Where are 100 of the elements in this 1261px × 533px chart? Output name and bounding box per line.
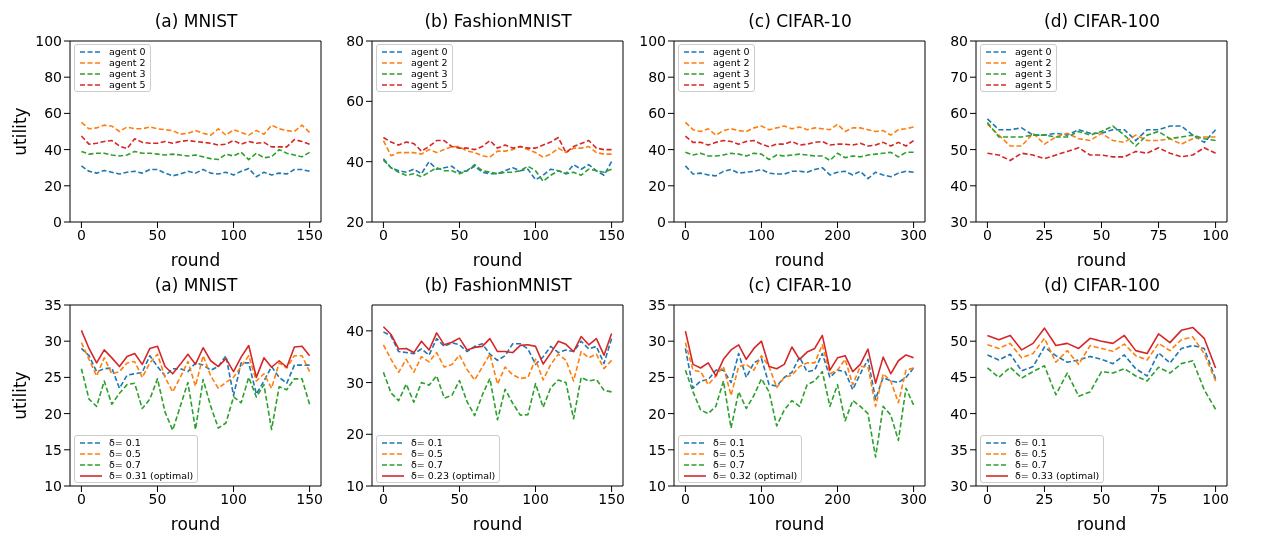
x-tick-label: 0 xyxy=(982,490,992,507)
y-tick-label: 80 xyxy=(346,32,364,49)
line-series xyxy=(80,341,311,393)
x-tick-label: 100 xyxy=(522,226,549,243)
legend-label: δ= 0.1 xyxy=(109,437,141,448)
line-series xyxy=(684,341,915,408)
x-tick-label: 25 xyxy=(1035,226,1054,243)
chart-title: (a) MNIST xyxy=(153,274,239,297)
legend-label: agent 5 xyxy=(411,79,448,90)
x-tick-label: 0 xyxy=(76,226,86,243)
line-series xyxy=(684,347,915,400)
line-series xyxy=(80,165,311,178)
y-tick-label: 70 xyxy=(950,69,968,86)
y-tick-label: 30 xyxy=(950,477,968,494)
y-tick-label: 40 xyxy=(346,153,364,170)
y-tick-label: 15 xyxy=(648,441,666,458)
x-axis-title: round xyxy=(774,250,825,270)
legend-label: agent 2 xyxy=(109,57,146,68)
legend-label: δ= 0.7 xyxy=(109,459,141,470)
x-tick-label: 0 xyxy=(378,226,388,243)
x-tick-label: 150 xyxy=(598,226,625,243)
x-axis-title: round xyxy=(1076,250,1127,270)
x-tick-label: 50 xyxy=(148,226,167,243)
legend-label: agent 0 xyxy=(109,46,146,57)
legend-label: δ= 0.23 (optimal) xyxy=(411,470,496,481)
line-series xyxy=(80,347,311,397)
x-axis-title: round xyxy=(1076,514,1127,533)
line-series xyxy=(382,371,613,421)
legend-label: δ= 0.1 xyxy=(411,437,443,448)
legend-label: agent 0 xyxy=(1015,46,1052,57)
y-tick-label: 60 xyxy=(346,93,364,110)
line-series xyxy=(986,326,1217,369)
line-series xyxy=(382,136,613,154)
line-series xyxy=(684,121,915,136)
line-series xyxy=(382,325,613,365)
legend-label: agent 3 xyxy=(1015,68,1052,79)
legend-label: agent 0 xyxy=(411,46,448,57)
y-tick-label: 20 xyxy=(648,405,666,422)
y-tick-label: 10 xyxy=(648,477,666,494)
x-tick-label: 200 xyxy=(824,490,851,507)
y-tick-label: 40 xyxy=(950,405,968,422)
legend-label: agent 5 xyxy=(109,79,146,90)
y-tick-label: 80 xyxy=(648,69,666,86)
chart-title: (c) CIFAR-10 xyxy=(747,10,853,33)
y-tick-label: 80 xyxy=(950,32,968,49)
y-tick-label: 20 xyxy=(44,177,62,194)
y-tick-label: 10 xyxy=(44,477,62,494)
y-tick-label: 30 xyxy=(346,374,364,391)
legend-label: δ= 0.1 xyxy=(1015,437,1047,448)
line-series xyxy=(684,135,915,148)
y-tick-label: 60 xyxy=(950,105,968,122)
x-tick-label: 50 xyxy=(450,490,469,507)
y-tick-label: 25 xyxy=(44,369,62,386)
legend-label: agent 3 xyxy=(713,68,750,79)
x-tick-label: 0 xyxy=(680,226,690,243)
x-tick-label: 100 xyxy=(220,226,247,243)
legend-label: δ= 0.7 xyxy=(1015,459,1047,470)
legend-label: agent 2 xyxy=(1015,57,1052,68)
line-series xyxy=(986,336,1217,382)
y-tick-label: 10 xyxy=(346,477,364,494)
y-tick-label: 20 xyxy=(44,405,62,422)
x-tick-label: 100 xyxy=(1202,226,1229,243)
x-tick-label: 100 xyxy=(220,490,247,507)
legend-label: δ= 0.5 xyxy=(713,448,745,459)
x-tick-label: 150 xyxy=(598,490,625,507)
chart-title: (d) CIFAR-100 xyxy=(1043,274,1161,297)
x-tick-label: 50 xyxy=(1092,226,1111,243)
y-tick-label: 40 xyxy=(950,177,968,194)
x-tick-label: 150 xyxy=(296,490,323,507)
line-series xyxy=(80,135,311,150)
x-tick-label: 300 xyxy=(900,490,927,507)
y-tick-label: 20 xyxy=(648,177,666,194)
legend-label: agent 5 xyxy=(1015,79,1052,90)
y-tick-label: 35 xyxy=(44,296,62,313)
line-series xyxy=(986,146,1217,162)
legend-label: δ= 0.33 (optimal) xyxy=(1015,470,1100,481)
x-tick-label: 75 xyxy=(1149,226,1168,243)
y-tick-label: 40 xyxy=(346,322,364,339)
y-tick-label: 40 xyxy=(648,141,666,158)
x-tick-label: 50 xyxy=(450,226,469,243)
line-series xyxy=(986,344,1217,380)
legend-label: δ= 0.7 xyxy=(411,459,443,470)
y-tick-label: 100 xyxy=(639,32,666,49)
y-tick-label: 30 xyxy=(950,213,968,230)
legend-label: δ= 0.31 (optimal) xyxy=(109,470,194,481)
x-tick-label: 0 xyxy=(680,490,690,507)
x-axis-title: round xyxy=(472,250,523,270)
line-series xyxy=(986,359,1217,411)
y-tick-label: 0 xyxy=(657,213,666,230)
x-tick-label: 25 xyxy=(1035,490,1054,507)
y-tick-label: 20 xyxy=(346,426,364,443)
line-series xyxy=(80,329,311,379)
legend-label: δ= 0.5 xyxy=(109,448,141,459)
chart-title: (b) FashionMNIST xyxy=(423,274,573,297)
x-tick-label: 100 xyxy=(748,490,775,507)
y-tick-label: 40 xyxy=(44,141,62,158)
x-tick-label: 50 xyxy=(1092,490,1111,507)
x-axis-title: round xyxy=(774,514,825,533)
line-series xyxy=(382,331,613,366)
line-series xyxy=(80,148,311,161)
